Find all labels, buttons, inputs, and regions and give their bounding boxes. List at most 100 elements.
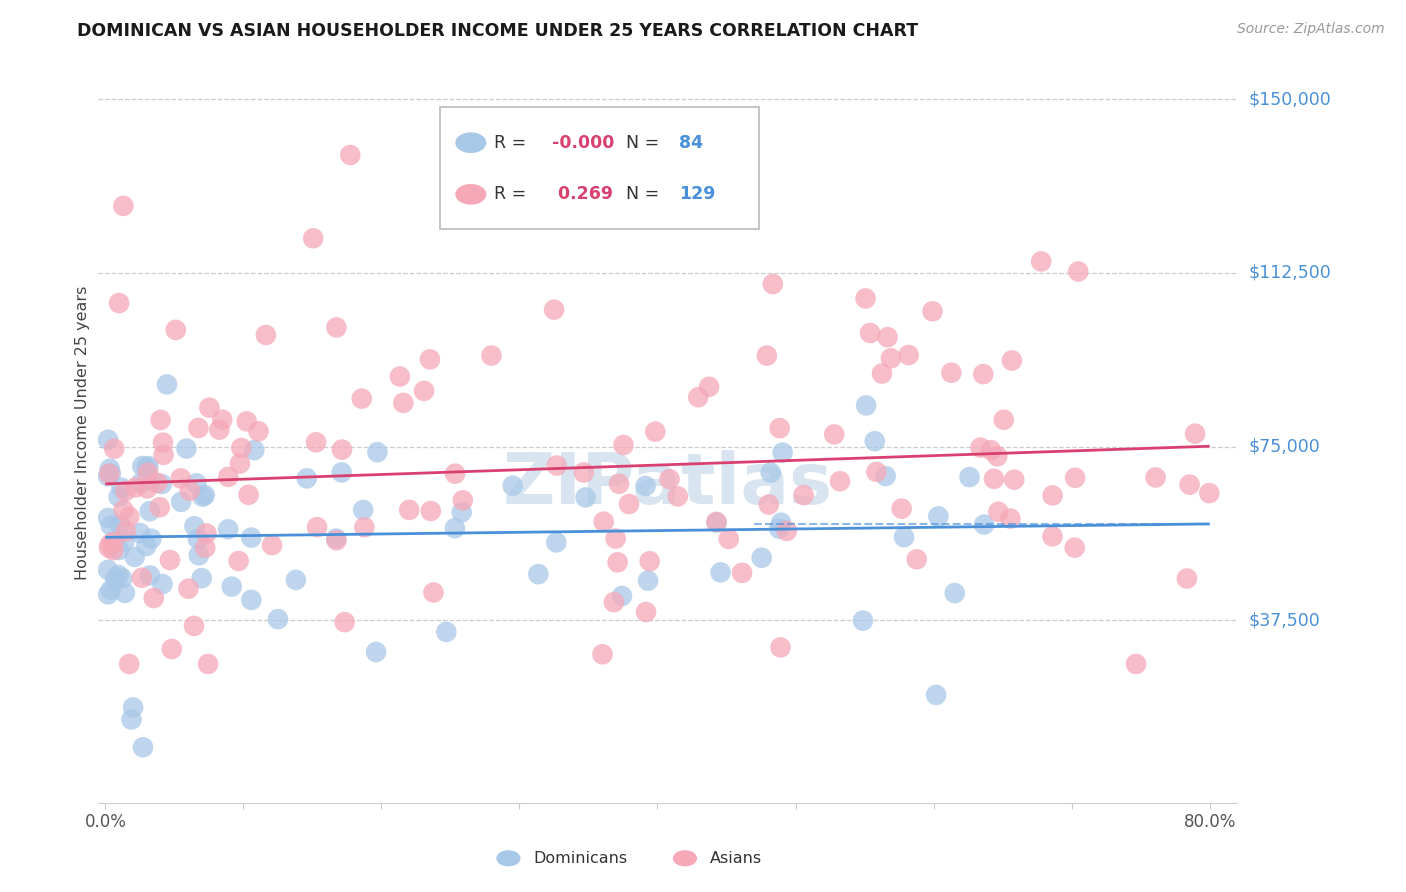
Point	[98, 537, 121, 551]
Point	[132, 740, 155, 755]
Point	[108, 543, 131, 558]
Point	[617, 497, 640, 511]
Point	[302, 231, 325, 245]
Point	[187, 549, 209, 563]
Point	[543, 302, 565, 317]
Point	[605, 532, 627, 546]
Point	[325, 532, 347, 546]
Point	[136, 482, 159, 496]
Point	[987, 505, 1010, 519]
Point	[135, 539, 157, 553]
Point	[762, 277, 785, 291]
Point	[170, 471, 193, 485]
Point	[98, 467, 121, 481]
Point	[959, 470, 981, 484]
Point	[419, 352, 441, 367]
Point	[100, 518, 122, 533]
Text: $37,500: $37,500	[1249, 611, 1320, 629]
Point	[1125, 657, 1147, 671]
Point	[706, 515, 728, 529]
Point	[768, 522, 790, 536]
Point	[152, 448, 174, 462]
Point	[366, 445, 388, 459]
Point	[110, 481, 132, 495]
Point	[793, 488, 815, 502]
Point	[247, 425, 270, 439]
Text: 129: 129	[679, 186, 716, 203]
Point	[108, 296, 131, 310]
Point	[855, 292, 877, 306]
Point	[330, 442, 353, 457]
Point	[353, 520, 375, 534]
Point	[295, 471, 318, 485]
Point	[855, 398, 877, 412]
Point	[97, 511, 120, 525]
Point	[1002, 473, 1025, 487]
Point	[190, 571, 212, 585]
Point	[574, 491, 596, 505]
Point	[666, 490, 689, 504]
Point	[392, 396, 415, 410]
Point	[131, 571, 153, 585]
Text: 84: 84	[679, 134, 703, 152]
Point	[828, 474, 851, 488]
Point	[267, 612, 290, 626]
Point	[118, 657, 141, 671]
Point	[546, 535, 568, 549]
Point	[893, 530, 915, 544]
Point	[637, 574, 659, 588]
Point	[634, 479, 657, 493]
Point	[108, 518, 131, 533]
Point	[149, 500, 172, 515]
Point	[688, 390, 710, 404]
Point	[755, 349, 778, 363]
Point	[1184, 426, 1206, 441]
Point	[97, 433, 120, 447]
Text: R =: R =	[494, 134, 531, 152]
Point	[103, 442, 125, 456]
Point	[115, 524, 138, 538]
Point	[122, 700, 145, 714]
Point	[100, 582, 122, 597]
Point	[160, 642, 183, 657]
Point	[875, 469, 897, 483]
Text: N =: N =	[626, 186, 665, 203]
Point	[770, 516, 793, 530]
Point	[152, 577, 174, 591]
Point	[769, 640, 792, 655]
Point	[284, 573, 307, 587]
Point	[450, 505, 472, 519]
Point	[176, 442, 198, 456]
Text: DOMINICAN VS ASIAN HOUSEHOLDER INCOME UNDER 25 YEARS CORRELATION CHART: DOMINICAN VS ASIAN HOUSEHOLDER INCOME UN…	[77, 22, 918, 40]
Point	[986, 450, 1008, 464]
Point	[969, 441, 991, 455]
Point	[1064, 471, 1087, 485]
Y-axis label: Householder Income Under 25 years: Householder Income Under 25 years	[75, 285, 90, 580]
Point	[434, 624, 457, 639]
Point	[103, 534, 125, 549]
Point	[481, 349, 503, 363]
Point	[183, 619, 205, 633]
Point	[1144, 470, 1167, 484]
Point	[194, 541, 217, 555]
Text: $75,000: $75,000	[1249, 437, 1320, 456]
Text: ZIPatlas: ZIPatlas	[503, 450, 832, 519]
Point	[1198, 486, 1220, 500]
Point	[925, 688, 948, 702]
Point	[136, 466, 159, 480]
Point	[129, 475, 152, 490]
Point	[221, 580, 243, 594]
Point	[235, 414, 257, 428]
Text: Source: ZipAtlas.com: Source: ZipAtlas.com	[1237, 22, 1385, 37]
Text: $112,500: $112,500	[1249, 264, 1331, 282]
Point	[111, 571, 134, 585]
Point	[159, 553, 181, 567]
Point	[993, 413, 1015, 427]
Point	[98, 462, 121, 476]
Point	[717, 532, 740, 546]
Point	[980, 443, 1002, 458]
Circle shape	[673, 851, 696, 866]
Point	[186, 476, 208, 491]
Point	[217, 522, 239, 536]
Point	[243, 443, 266, 458]
